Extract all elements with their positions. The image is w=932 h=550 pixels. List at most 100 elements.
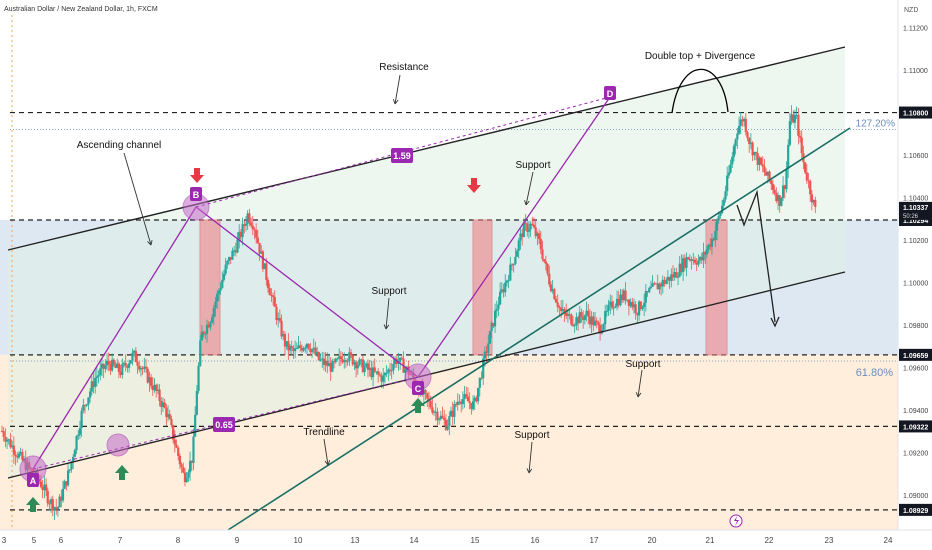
candle-body bbox=[582, 317, 585, 320]
candle-body bbox=[609, 301, 612, 306]
candle bbox=[111, 353, 114, 373]
candle bbox=[543, 258, 546, 264]
price-tag-label: 1.09659 bbox=[903, 353, 928, 360]
candle bbox=[695, 258, 698, 272]
candle bbox=[338, 348, 341, 367]
projection-path bbox=[736, 189, 776, 323]
candle-body bbox=[297, 345, 300, 349]
candle-body bbox=[771, 184, 775, 190]
candle bbox=[371, 361, 375, 387]
point-b-badge-label: B bbox=[193, 190, 200, 200]
candle bbox=[205, 319, 209, 343]
candle-body bbox=[649, 286, 653, 289]
candle-body bbox=[161, 402, 165, 407]
abcd-lines[interactable] bbox=[32, 96, 611, 470]
candle bbox=[654, 282, 658, 285]
point-d-badge bbox=[604, 86, 616, 100]
price-axis: NZD 1.11200 1.11000 1.10800 1.10600 1.10400 1.… bbox=[897, 0, 932, 550]
ascending-channel-label: Ascending channel bbox=[77, 140, 162, 151]
candle-body bbox=[358, 359, 361, 365]
channel-upper-line[interactable] bbox=[7, 46, 846, 251]
candle-body bbox=[536, 233, 539, 237]
candle-body bbox=[461, 399, 464, 405]
candle-body bbox=[177, 447, 180, 456]
candle bbox=[150, 373, 153, 389]
candle-body bbox=[607, 305, 610, 311]
candle-body bbox=[2, 431, 5, 437]
candle-body bbox=[483, 351, 486, 359]
candle bbox=[492, 322, 495, 329]
candle bbox=[51, 495, 54, 517]
candle-body bbox=[575, 317, 578, 326]
candle bbox=[261, 249, 265, 272]
candle-body bbox=[382, 375, 385, 382]
trendline[interactable] bbox=[227, 127, 851, 531]
candle-body bbox=[548, 273, 551, 285]
candle bbox=[246, 210, 249, 230]
candle bbox=[770, 179, 773, 191]
candle bbox=[292, 345, 295, 359]
candle-body bbox=[705, 249, 708, 255]
candle-body bbox=[316, 351, 319, 355]
candle bbox=[780, 196, 783, 207]
candle bbox=[443, 409, 446, 426]
candle-body bbox=[124, 362, 127, 366]
candle bbox=[500, 282, 503, 294]
price-tag-label: 1.08929 bbox=[903, 508, 928, 515]
candle bbox=[726, 166, 729, 197]
candle-body bbox=[480, 377, 483, 379]
candle bbox=[105, 353, 109, 371]
candle bbox=[349, 348, 353, 359]
candle bbox=[748, 136, 751, 153]
double-top-arc bbox=[671, 68, 729, 114]
candle-body bbox=[188, 460, 192, 473]
candle-body bbox=[241, 224, 244, 238]
candle-body bbox=[687, 257, 690, 260]
candle-body bbox=[58, 496, 61, 508]
candle-body bbox=[404, 368, 407, 373]
candle bbox=[795, 106, 798, 120]
candle bbox=[814, 196, 817, 214]
candle bbox=[360, 358, 363, 368]
candle bbox=[295, 342, 298, 350]
candle-body bbox=[131, 352, 134, 361]
ratio-lower-badge-label: 0.65 bbox=[215, 420, 233, 430]
candle bbox=[629, 298, 632, 309]
candle-body bbox=[682, 258, 685, 273]
candle-body bbox=[236, 239, 239, 253]
candle-body bbox=[707, 244, 710, 250]
candle-body bbox=[172, 425, 175, 440]
candle bbox=[199, 334, 202, 368]
candle-body bbox=[424, 390, 427, 394]
candle-body bbox=[199, 340, 202, 366]
candle-body bbox=[783, 185, 786, 190]
candle bbox=[497, 296, 500, 317]
candle bbox=[804, 162, 807, 174]
candle-body bbox=[426, 393, 429, 399]
candle bbox=[77, 430, 80, 440]
candle bbox=[343, 352, 346, 369]
candle bbox=[676, 272, 680, 286]
candle-body bbox=[43, 484, 46, 491]
support-upper-label: Support bbox=[515, 160, 550, 171]
candle bbox=[112, 358, 115, 367]
candle-body bbox=[141, 368, 144, 370]
point-d-badge-label: D bbox=[607, 89, 614, 99]
candle-body bbox=[666, 276, 669, 281]
candle bbox=[365, 361, 368, 369]
candle-body bbox=[473, 397, 476, 402]
candle bbox=[256, 229, 259, 244]
candle bbox=[617, 290, 620, 309]
trendline-label: Trendline bbox=[303, 427, 345, 438]
candle-body bbox=[595, 320, 598, 323]
candle-body bbox=[73, 450, 76, 457]
candle bbox=[87, 397, 90, 411]
candle bbox=[720, 200, 724, 215]
candle bbox=[737, 116, 741, 136]
candle bbox=[146, 366, 149, 384]
candle bbox=[666, 270, 669, 285]
candle-body bbox=[534, 227, 537, 237]
candle bbox=[248, 209, 251, 227]
candle bbox=[127, 359, 131, 373]
